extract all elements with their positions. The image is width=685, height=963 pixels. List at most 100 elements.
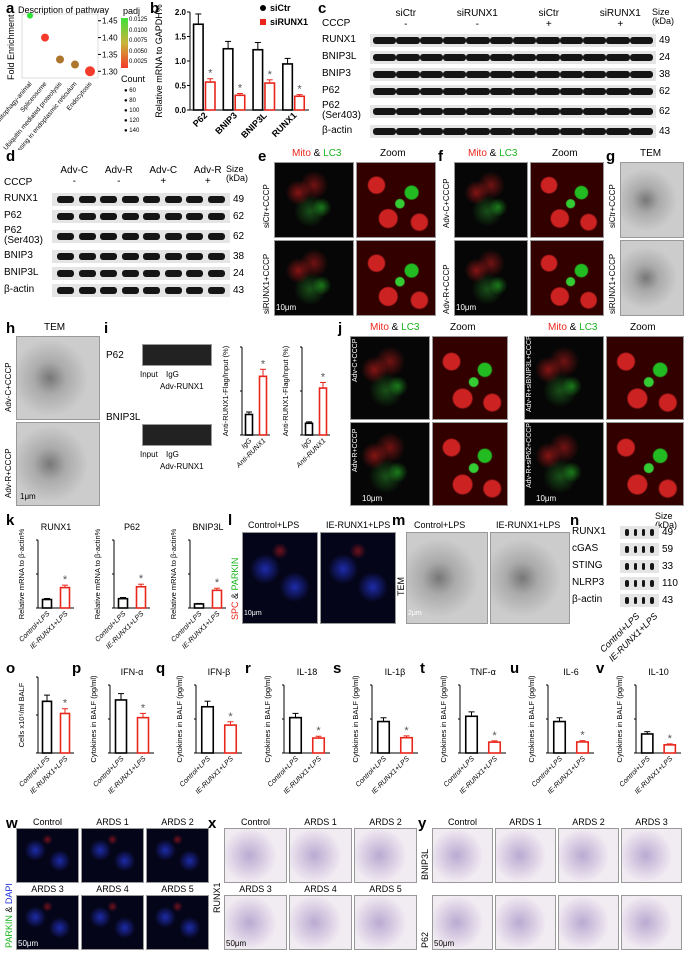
scale-bar-label: 10μm: [456, 303, 477, 312]
blot-strip: [52, 229, 230, 243]
tem-title: TEM: [44, 322, 66, 333]
band: [512, 70, 537, 78]
chart-title: RUNX1: [41, 522, 72, 532]
protein-label: cGAS: [572, 543, 599, 554]
band: [466, 70, 490, 78]
band: [650, 545, 654, 553]
blot-row: BNIP3L 24: [322, 49, 682, 65]
bar-chart-svg: Cytokines in BALF (pg/ml)IFN-βControl+LP…: [175, 667, 242, 796]
scale-bar-label: 10μm: [362, 494, 383, 503]
band: [396, 127, 420, 135]
legend-label: siRUNX1: [270, 17, 308, 27]
tissue-image: [354, 895, 417, 950]
band: [78, 269, 96, 277]
tissue-image: [621, 895, 682, 950]
band: [650, 528, 654, 536]
panel-m-tem: Control+LPS IE-RUNX1+LPS TEM 2μm: [396, 520, 570, 630]
band: [629, 70, 653, 78]
band: [100, 269, 118, 277]
bar: [640, 733, 654, 754]
significance-marker: *: [297, 84, 302, 96]
zoom-image: [356, 240, 436, 316]
band: [57, 286, 75, 294]
band: [641, 545, 646, 553]
band: [143, 212, 161, 220]
band: [143, 195, 161, 203]
band: [57, 269, 75, 277]
blot-strip: [620, 576, 659, 590]
scale-bar-label: 10μm: [276, 303, 297, 312]
band: [650, 596, 654, 604]
band: [164, 212, 182, 220]
band: [641, 579, 646, 587]
band: [143, 232, 161, 240]
blot-row: P62 (Ser403) 62: [322, 100, 682, 122]
panel-label-o: o: [6, 660, 16, 677]
band: [489, 87, 513, 95]
chart-title: P62: [124, 522, 140, 532]
y-axis-label: Cytokines in BALF (pg/ml): [89, 675, 98, 763]
blot-row: P62 (Ser403) 62: [4, 225, 256, 247]
band: [78, 212, 96, 220]
bar: [487, 741, 502, 754]
count-tick: ● 80: [124, 98, 136, 104]
panel-label-c: c: [318, 0, 327, 17]
molecular-weight: 62: [659, 105, 671, 117]
y-axis-label: Relative mRNA to β-actin%: [93, 528, 102, 619]
bar-chart-svg: Cytokines in BALF (pg/ml)IL-6Control+LPS…: [527, 667, 594, 796]
panel-label-e: e: [258, 148, 267, 165]
band: [57, 252, 75, 260]
band: [442, 87, 467, 95]
count-tick: ● 140: [124, 128, 140, 134]
band: [629, 107, 653, 115]
confocal-image: [524, 336, 604, 420]
panel-label-n: n: [570, 512, 580, 529]
band: [121, 286, 139, 294]
band: [559, 127, 583, 135]
bar-chart-svg: Cytokines in BALF (pg/ml)IFN-αControl+LP…: [89, 667, 154, 796]
chart-title: IL-18: [297, 667, 318, 677]
row-label: Adv-R+CCCP: [4, 448, 13, 498]
significance-marker: *: [321, 371, 326, 383]
molecular-weight: 62: [233, 230, 245, 242]
confocal-image: [524, 422, 604, 506]
band: [633, 596, 638, 604]
stain-label: SPC & PARKIN: [230, 557, 240, 620]
protein-label: P62 (Ser403): [322, 100, 361, 121]
blot-row: BNIP3 38: [4, 248, 256, 264]
protein-label: BNIP3: [322, 68, 351, 79]
tissue-image: [81, 895, 144, 950]
blot-row: β-actin 43: [572, 592, 685, 608]
protein-label: RUNX1: [322, 34, 356, 45]
row-label: Adv-R+CCCP: [352, 428, 359, 472]
panel-label-w: w: [6, 815, 18, 832]
bar: [200, 705, 215, 754]
significance-marker: *: [139, 573, 144, 585]
size-label: Size (kDa): [226, 164, 248, 183]
bar: [192, 23, 204, 111]
panel-s-chart: Cytokines in BALF (pg/ml) IL-1β Control+LP…: [334, 665, 422, 813]
panel-label-a: a: [6, 0, 15, 17]
panel-b-bar-chart: 0.0 0.5 1.0 1.5 2.0 Relative mRNA to GAPDH% * P…: [150, 0, 315, 150]
panel-label-h: h: [6, 320, 16, 337]
y-tick-label: 1.30: [102, 67, 118, 76]
protein-label: P62: [4, 210, 22, 221]
band: [419, 127, 443, 135]
if-image: [242, 532, 318, 624]
scale-bar-label: 1μm: [20, 492, 36, 501]
blot-row: STING 33: [572, 558, 685, 574]
band: [536, 107, 560, 115]
bar: [211, 589, 223, 609]
data-point: [41, 33, 49, 42]
band: [373, 53, 397, 61]
plot-area: [21, 13, 99, 79]
lane-label: Adv-RUNX1: [160, 462, 204, 471]
column-label: ARDS 2: [572, 817, 605, 827]
lane-label: Input: [140, 370, 158, 379]
blot-strip: [52, 283, 230, 297]
band: [466, 127, 490, 135]
column-label: Control: [447, 817, 477, 827]
bar-chart-svg: Relative mRNA to β-actin%BNIP3LControl+L…: [169, 522, 226, 651]
significance-marker: *: [316, 725, 321, 737]
stain-title: Mito & LC3: [370, 322, 420, 333]
